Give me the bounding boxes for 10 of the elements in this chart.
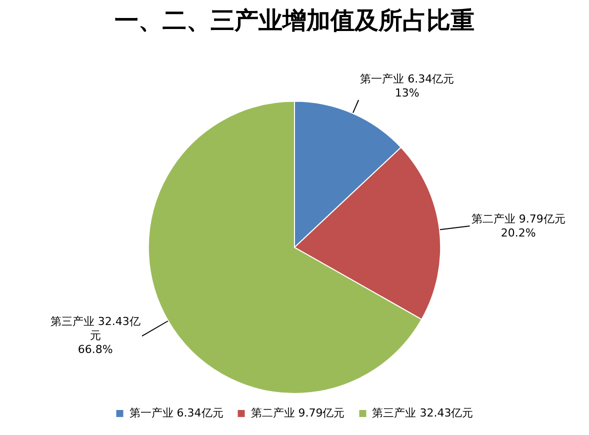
chart-title: 一、二、三产业增加值及所占比重 xyxy=(114,6,474,35)
data-label: 13% xyxy=(394,86,420,100)
legend-label: 第一产业 6.34亿元 xyxy=(129,406,224,420)
legend-label: 第三产业 32.43亿元 xyxy=(372,406,474,420)
slice-label: 第一产业 6.34亿元 xyxy=(360,72,454,86)
slice-label: 第三产业 32.43亿元 xyxy=(50,314,140,342)
legend-label: 第二产业 9.79亿元 xyxy=(250,406,345,420)
data-label: 20.2% xyxy=(500,226,536,240)
slice-label: 第二产业 9.79亿元 xyxy=(471,212,566,226)
data-label: 66.8% xyxy=(78,342,113,356)
